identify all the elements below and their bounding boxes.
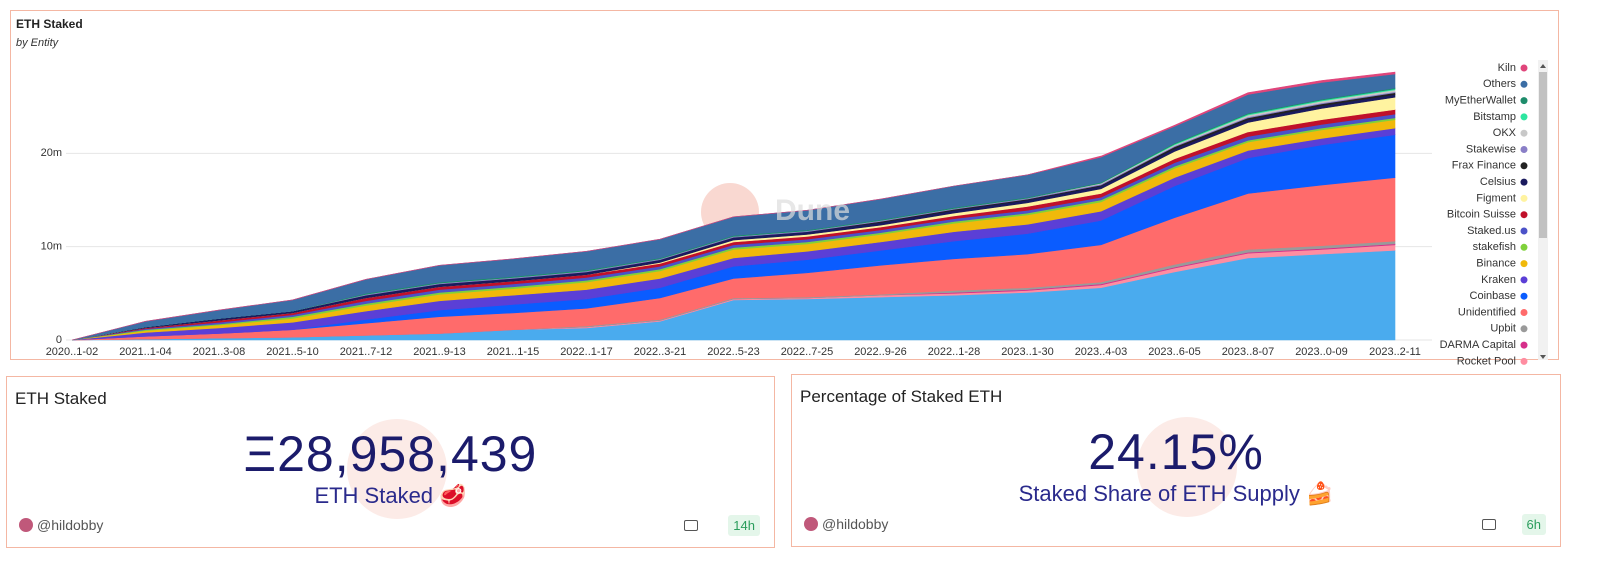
avatar[interactable] — [19, 518, 33, 532]
scrollbar-thumb[interactable] — [1539, 72, 1547, 238]
x-tick-label: 2022..3-21 — [634, 346, 687, 358]
legend-swatch[interactable] — [1520, 194, 1528, 202]
watermark-logo — [1137, 417, 1237, 517]
y-tick-label: 20m — [41, 147, 62, 159]
avatar[interactable] — [804, 517, 818, 531]
refresh-age: 6h — [1521, 514, 1546, 535]
legend-swatch[interactable] — [1520, 260, 1528, 268]
area — [71, 71, 1396, 341]
card-title: Percentage of Staked ETH — [800, 387, 1003, 406]
legend-swatch[interactable] — [1520, 292, 1528, 300]
legend-swatch[interactable] — [1520, 64, 1528, 72]
y-tick-label: 0 — [56, 334, 62, 346]
chart-panel — [10, 10, 1559, 360]
x-tick-label: 2021..1-04 — [119, 346, 172, 358]
x-tick-label: 2021..3-08 — [193, 346, 246, 358]
legend-swatch[interactable] — [1520, 97, 1528, 105]
chart-title: ETH Staked — [16, 17, 83, 31]
legend-label: Rocket Pool — [1457, 355, 1516, 367]
legend-label: Celsius — [1480, 176, 1517, 188]
author[interactable]: @hildobby — [822, 516, 889, 532]
x-tick-label: 2023..2-11 — [1369, 346, 1421, 358]
legend-label: Stakewise — [1466, 143, 1516, 155]
legend-label: Unidentified — [1458, 306, 1516, 318]
legend-label: DARMA Capital — [1440, 339, 1516, 351]
x-tick-label: 2021..5-10 — [266, 346, 319, 358]
x-tick-label: 2023..1-30 — [1001, 346, 1054, 358]
counter-value: 24.15% — [1088, 424, 1264, 480]
legend-label: Others — [1483, 78, 1517, 90]
x-tick-label: 2020..1-02 — [46, 346, 99, 358]
legend-label: OKX — [1493, 127, 1517, 139]
legend-swatch[interactable] — [1520, 211, 1528, 219]
watermark-logo — [347, 419, 447, 519]
chart-subtitle: by Entity — [16, 37, 60, 49]
x-tick-label: 2022..5-23 — [707, 346, 760, 358]
legend-swatch[interactable] — [1520, 325, 1528, 333]
scroll-down[interactable] — [1540, 355, 1546, 359]
x-tick-label: 2021..1-15 — [487, 346, 540, 358]
legend-label: Frax Finance — [1452, 160, 1516, 172]
legend-swatch[interactable] — [1520, 129, 1528, 137]
legend-label: Binance — [1476, 258, 1516, 270]
legend-swatch[interactable] — [1520, 309, 1528, 316]
legend-label: Kiln — [1498, 62, 1516, 74]
counter-subtitle: Staked Share of ETH Supply 🍰 — [1018, 481, 1334, 506]
legend-label: stakefish — [1473, 241, 1516, 253]
legend-swatch[interactable] — [1520, 227, 1528, 235]
snapshot-icon[interactable] — [1482, 519, 1496, 530]
legend-label: MyEtherWallet — [1445, 95, 1516, 107]
card-title: ETH Staked — [15, 389, 107, 408]
legend-label: Kraken — [1481, 274, 1516, 286]
legend-swatch[interactable] — [1520, 243, 1528, 251]
scroll-up[interactable] — [1540, 64, 1546, 68]
x-tick-label: 2023..6-05 — [1148, 346, 1201, 358]
x-tick-label: 2023..8-07 — [1222, 346, 1275, 358]
legend-label: Bitstamp — [1473, 111, 1516, 123]
watermark: Dune — [775, 194, 850, 227]
counter-card: Percentage of Staked ETH 24.15% Staked S… — [791, 374, 1561, 547]
x-tick-label: 2022..7-25 — [781, 346, 834, 358]
snapshot-icon[interactable] — [684, 520, 698, 531]
legend-swatch[interactable] — [1520, 80, 1528, 88]
x-tick-label: 2022..1-28 — [928, 346, 981, 358]
legend-swatch[interactable] — [1520, 276, 1528, 284]
legend-label: Coinbase — [1470, 290, 1516, 302]
x-tick-label: 2023..4-03 — [1075, 346, 1128, 358]
refresh-age: 14h — [728, 515, 760, 536]
legend-label: Upbit — [1490, 323, 1516, 335]
chart: ETH Staked by Entity 0 10m 20m 2020..1-02 20… — [16, 17, 1548, 367]
x-tick-label: 2021..7-12 — [340, 346, 393, 358]
legend-swatch[interactable] — [1520, 341, 1528, 349]
legend-swatch[interactable] — [1520, 146, 1528, 153]
y-tick-label: 10m — [41, 241, 62, 253]
legend-label: Bitcoin Suisse — [1447, 209, 1516, 221]
author[interactable]: @hildobby — [37, 517, 104, 533]
legend-label: Figment — [1476, 192, 1516, 204]
x-tick-label: 2021..9-13 — [413, 346, 466, 358]
legend-swatch[interactable] — [1520, 357, 1528, 365]
legend-swatch[interactable] — [1520, 162, 1528, 170]
counter-value: Ξ28,958,439 — [243, 426, 538, 482]
legend-label: Staked.us — [1467, 225, 1516, 237]
x-tick-label: 2022..1-17 — [560, 346, 613, 358]
x-tick-label: 2023..0-09 — [1295, 346, 1348, 358]
legend-swatch[interactable] — [1520, 178, 1528, 186]
counter-card: ETH Staked Ξ28,958,439 ETH Staked 🥩 @hil… — [6, 376, 775, 548]
counter-subtitle: ETH Staked 🥩 — [314, 483, 467, 508]
x-tick-label: 2022..9-26 — [854, 346, 907, 358]
legend-swatch[interactable] — [1520, 113, 1528, 121]
